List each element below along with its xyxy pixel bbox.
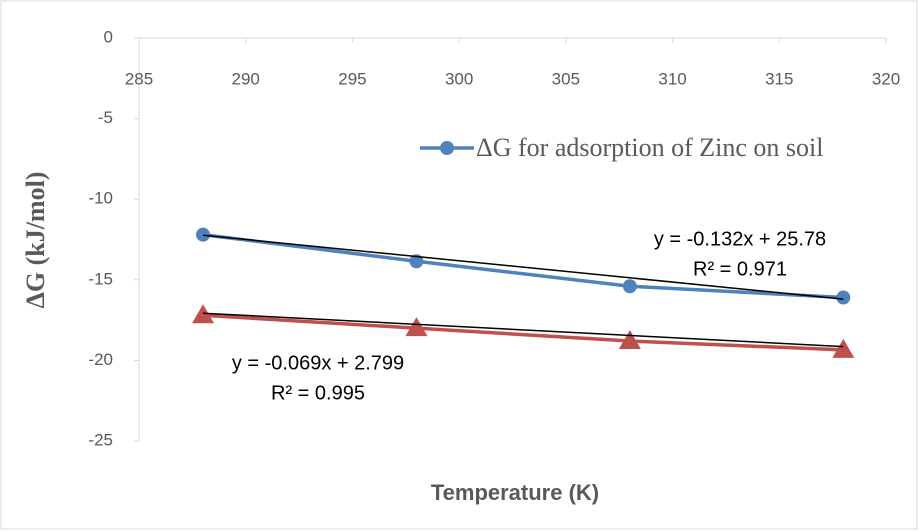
series-line <box>202 313 844 352</box>
point <box>836 290 851 305</box>
trendline <box>202 234 844 300</box>
x-tick-label: 285 <box>125 69 153 88</box>
point <box>409 254 424 269</box>
point <box>196 227 211 242</box>
y-axis-label: ΔG (kJ/mol) <box>21 172 50 309</box>
point <box>405 317 428 337</box>
y-tick-label: -15 <box>88 269 113 288</box>
trendline-equation: y = -0.069x + 2.799 <box>232 352 404 374</box>
x-tick-label: 315 <box>765 69 793 88</box>
y-tick-label: 0 <box>104 27 113 46</box>
x-tick-label: 300 <box>445 69 473 88</box>
series-line <box>202 232 844 300</box>
point <box>618 330 641 350</box>
trendline-r2: R² = 0.971 <box>693 258 787 280</box>
x-tick-label: 320 <box>872 69 900 88</box>
x-tick-label: 295 <box>338 69 366 88</box>
x-axis-label: Temperature (K) <box>431 480 599 505</box>
x-tick-label: 290 <box>232 69 260 88</box>
legend-marker <box>440 141 454 155</box>
trendline <box>202 312 844 348</box>
x-tick-label: 305 <box>552 69 580 88</box>
y-tick-label: -10 <box>88 189 113 208</box>
point <box>622 279 637 294</box>
y-tick-label: -20 <box>88 350 113 369</box>
legend-label: ΔG for adsorption of Zinc on soil <box>476 133 824 162</box>
y-tick-label: -5 <box>98 108 113 127</box>
y-tick-label: -25 <box>88 430 113 449</box>
x-tick-label: 310 <box>658 69 686 88</box>
point <box>832 338 855 358</box>
trendline-r2: R² = 0.995 <box>271 382 365 404</box>
trendline-equation: y = -0.132x + 25.78 <box>654 228 826 250</box>
